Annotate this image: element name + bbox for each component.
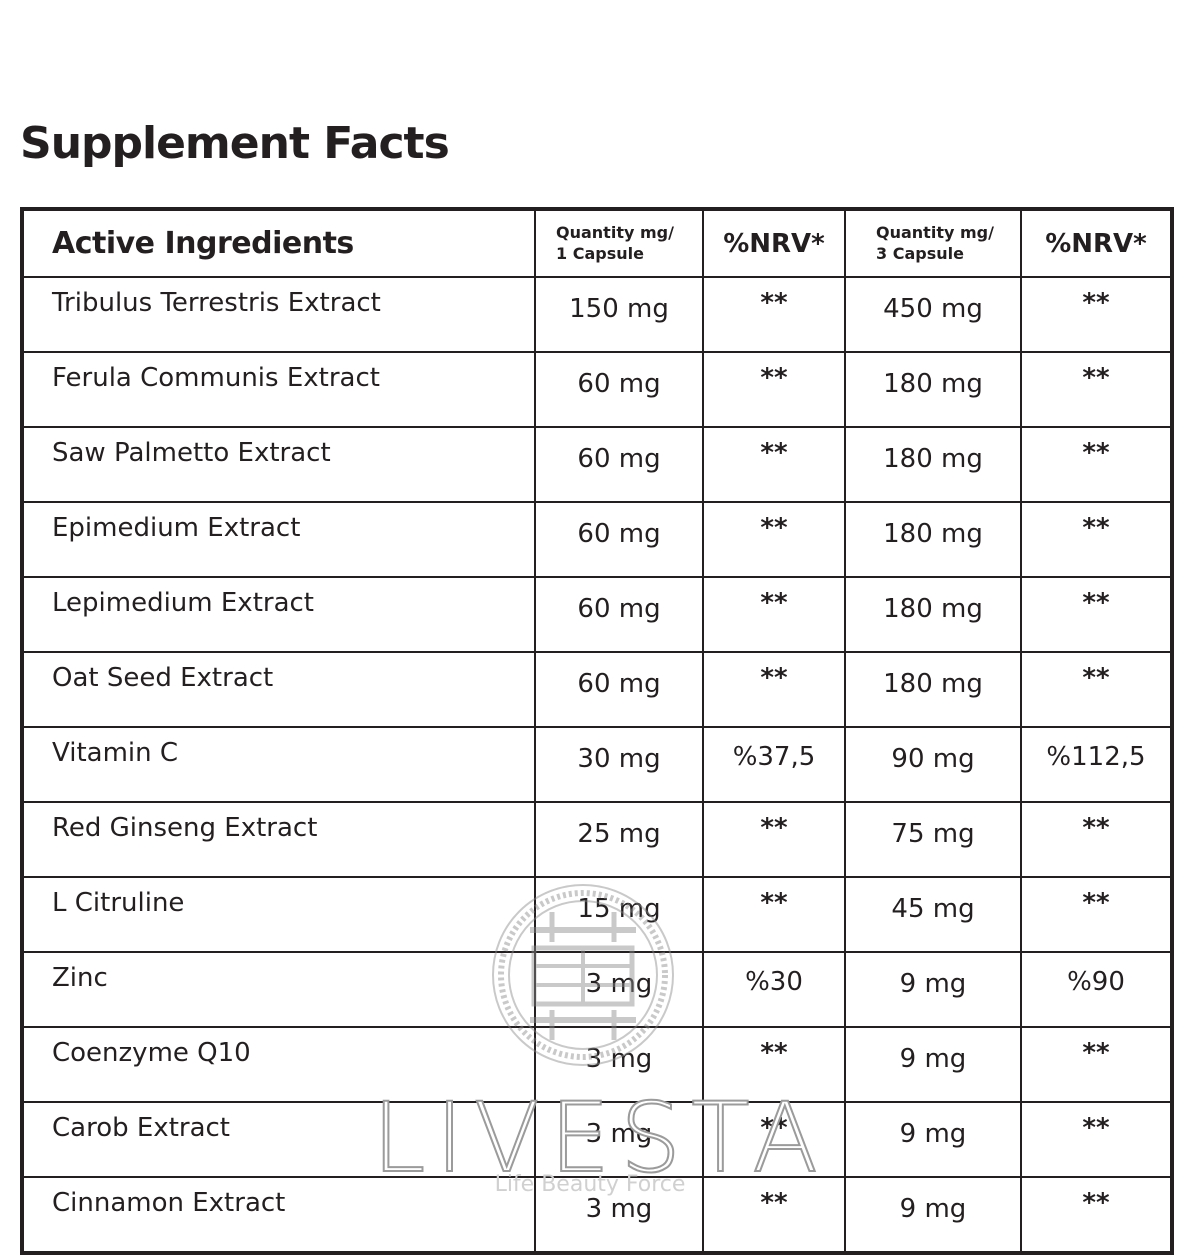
nrv-3-capsule: %112,5 [1020, 726, 1173, 803]
quantity-1-capsule: 3 mg [534, 951, 704, 1028]
quantity-3-capsule: 180 mg [844, 426, 1022, 503]
header-quantity-1-line1: Quantity mg/ [556, 222, 674, 242]
ingredient-name: Lepimedium Extract [21, 576, 536, 653]
header-quantity-1-line2: 1 Capsule [556, 243, 644, 263]
quantity-3-capsule: 180 mg [844, 651, 1022, 728]
ingredient-name: Ferula Communis Extract [21, 351, 536, 428]
ingredient-name: Red Ginseng Extract [21, 801, 536, 878]
table-row: Zinc 3 mg %30 9 mg %90 [21, 951, 1173, 1028]
table-row: Carob Extract 3 mg ** 9 mg ** [21, 1101, 1173, 1178]
quantity-1-capsule: 30 mg [534, 726, 704, 803]
nrv-1-capsule: ** [702, 1101, 846, 1178]
table-row: Lepimedium Extract 60 mg ** 180 mg ** [21, 576, 1173, 653]
nrv-3-capsule: ** [1020, 426, 1173, 503]
ingredient-name: Zinc [21, 951, 536, 1028]
table-row: Coenzyme Q10 3 mg ** 9 mg ** [21, 1026, 1173, 1103]
nrv-3-capsule: ** [1020, 351, 1173, 428]
quantity-1-capsule: 25 mg [534, 801, 704, 878]
table-row: Ferula Communis Extract 60 mg ** 180 mg ** [21, 351, 1173, 428]
nrv-1-capsule: ** [702, 1026, 846, 1103]
header-quantity-3-line1: Quantity mg/ [876, 222, 994, 242]
nrv-1-capsule: ** [702, 426, 846, 503]
ingredient-name: Oat Seed Extract [21, 651, 536, 728]
table-row: Red Ginseng Extract 25 mg ** 75 mg ** [21, 801, 1173, 878]
nrv-1-capsule: ** [702, 351, 846, 428]
table-row: Tribulus Terrestris Extract 150 mg ** 450 m… [21, 276, 1173, 353]
nrv-3-capsule: ** [1020, 1026, 1173, 1103]
quantity-1-capsule: 15 mg [534, 876, 704, 953]
nrv-3-capsule: ** [1020, 1101, 1173, 1178]
quantity-3-capsule: 9 mg [844, 1026, 1022, 1103]
nrv-3-capsule: ** [1020, 501, 1173, 578]
nrv-1-capsule: ** [702, 876, 846, 953]
table-row: Epimedium Extract 60 mg ** 180 mg ** [21, 501, 1173, 578]
nrv-3-capsule: ** [1020, 576, 1173, 653]
quantity-3-capsule: 9 mg [844, 951, 1022, 1028]
header-active-ingredients: Active Ingredients [21, 208, 536, 278]
quantity-3-capsule: 180 mg [844, 501, 1022, 578]
quantity-1-capsule: 60 mg [534, 351, 704, 428]
quantity-3-capsule: 180 mg [844, 351, 1022, 428]
nrv-3-capsule: ** [1020, 876, 1173, 953]
quantity-3-capsule: 75 mg [844, 801, 1022, 878]
table-row: Vitamin C 30 mg %37,5 90 mg %112,5 [21, 726, 1173, 803]
nrv-1-capsule: %30 [702, 951, 846, 1028]
nrv-3-capsule: %90 [1020, 951, 1173, 1028]
quantity-1-capsule: 60 mg [534, 501, 704, 578]
nrv-1-capsule: ** [702, 276, 846, 353]
quantity-1-capsule: 150 mg [534, 276, 704, 353]
header-nrv-3: %NRV* [1020, 208, 1173, 278]
quantity-3-capsule: 450 mg [844, 276, 1022, 353]
nrv-3-capsule: ** [1020, 801, 1173, 878]
quantity-1-capsule: 60 mg [534, 426, 704, 503]
ingredient-name: Saw Palmetto Extract [21, 426, 536, 503]
quantity-1-capsule: 60 mg [534, 651, 704, 728]
table-row: L Citruline 15 mg ** 45 mg ** [21, 876, 1173, 953]
quantity-3-capsule: 180 mg [844, 576, 1022, 653]
nrv-1-capsule: %37,5 [702, 726, 846, 803]
nrv-1-capsule: ** [702, 651, 846, 728]
nrv-1-capsule: ** [702, 576, 846, 653]
quantity-1-capsule: 60 mg [534, 576, 704, 653]
brand-tagline: Life Beauty Force [494, 1172, 686, 1197]
header-quantity-1-capsule: Quantity mg/ 1 Capsule [534, 208, 704, 278]
ingredient-name: Coenzyme Q10 [21, 1026, 536, 1103]
ingredient-name: Carob Extract [21, 1101, 536, 1178]
nrv-3-capsule: ** [1020, 276, 1173, 353]
ingredient-name: Vitamin C [21, 726, 536, 803]
quantity-1-capsule: 3 mg [534, 1101, 704, 1178]
header-quantity-3-line2: 3 Capsule [876, 243, 964, 263]
table-row: Oat Seed Extract 60 mg ** 180 mg ** [21, 651, 1173, 728]
ingredient-name: Tribulus Terrestris Extract [21, 276, 536, 353]
page-title: Supplement Facts [20, 118, 450, 169]
nrv-1-capsule: ** [702, 501, 846, 578]
quantity-3-capsule: 9 mg [844, 1101, 1022, 1178]
table-row: Saw Palmetto Extract 60 mg ** 180 mg ** [21, 426, 1173, 503]
quantity-3-capsule: 45 mg [844, 876, 1022, 953]
header-quantity-3-capsule: Quantity mg/ 3 Capsule [844, 208, 1022, 278]
ingredient-name: L Citruline [21, 876, 536, 953]
ingredient-name: Epimedium Extract [21, 501, 536, 578]
header-nrv-1: %NRV* [702, 208, 846, 278]
nrv-3-capsule: ** [1020, 651, 1173, 728]
quantity-3-capsule: 90 mg [844, 726, 1022, 803]
nrv-1-capsule: ** [702, 801, 846, 878]
quantity-1-capsule: 3 mg [534, 1026, 704, 1103]
table-header-row: Active Ingredients Quantity mg/ 1 Capsul… [21, 208, 1173, 278]
brand-wordmark: LIVESTA [371, 1082, 828, 1194]
